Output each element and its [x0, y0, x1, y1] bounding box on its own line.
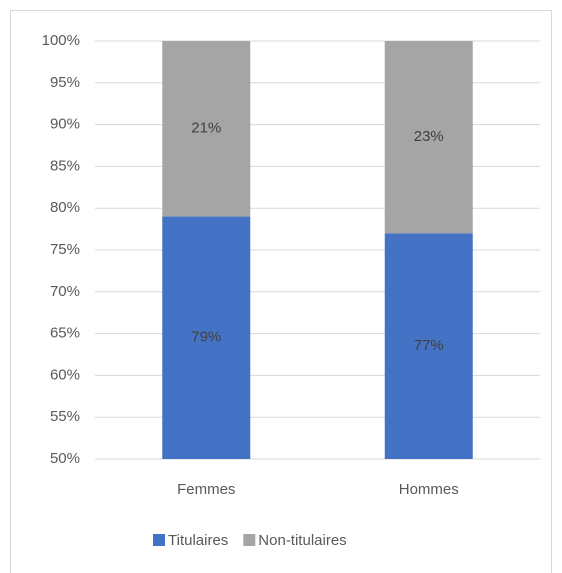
x-tick-label: Femmes: [177, 481, 235, 498]
y-tick-label: 65%: [50, 325, 80, 342]
data-label: 79%: [191, 329, 221, 346]
y-tick-label: 50%: [50, 450, 80, 467]
y-tick-label: 80%: [50, 199, 80, 216]
y-tick-label: 70%: [50, 283, 80, 300]
x-tick-label: Hommes: [399, 481, 459, 498]
legend-swatch: [153, 534, 165, 546]
y-tick-label: 90%: [50, 116, 80, 133]
data-label: 23%: [414, 128, 444, 145]
y-tick-label: 95%: [50, 74, 80, 91]
data-label: 21%: [191, 120, 221, 137]
legend-label: Titulaires: [168, 532, 228, 549]
y-tick-label: 60%: [50, 366, 80, 383]
y-tick-label: 85%: [50, 157, 80, 174]
legend-label: Non-titulaires: [258, 532, 346, 549]
y-tick-label: 55%: [50, 408, 80, 425]
y-tick-label: 75%: [50, 241, 80, 258]
bar-segment: [384, 41, 473, 234]
bar-segment: [384, 233, 473, 459]
bar-segment: [162, 216, 251, 459]
y-tick-label: 100%: [42, 32, 80, 49]
data-label: 77%: [414, 337, 444, 354]
bar-segment: [162, 41, 251, 217]
legend-swatch: [243, 534, 256, 546]
